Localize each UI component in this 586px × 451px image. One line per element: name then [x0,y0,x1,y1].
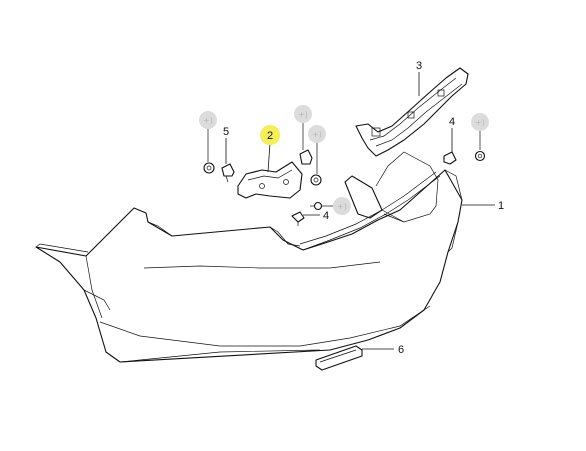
add-marker-text: +) [203,116,213,125]
add-marker-1[interactable]: +) [199,111,217,129]
add-marker-text: +) [337,202,347,211]
callout-1[interactable]: 1 [498,200,504,212]
add-marker-2[interactable]: +) [294,105,312,123]
fastener-4-lower[interactable] [291,211,305,226]
leader-line-2 [267,142,271,173]
retaining-clip-5[interactable] [221,163,235,183]
callout-2[interactable]: 2 [267,130,273,142]
bumper-support-bracket[interactable] [355,67,469,157]
add-marker-3[interactable]: +) [308,125,326,143]
callout-3[interactable]: 3 [416,60,422,72]
rear-reflector[interactable] [315,345,363,371]
callout-5[interactable]: 5 [223,126,229,138]
push-nut-right[interactable] [474,150,486,162]
callout-highlight [260,125,280,145]
push-nut-middle[interactable] [310,174,322,186]
rear-bumper-cover[interactable] [35,151,463,363]
callout-6[interactable]: 6 [398,344,404,356]
add-marker-text: +) [475,118,485,127]
callout-4-lower[interactable]: 4 [323,210,329,222]
add-marker-4[interactable]: +) [333,197,351,215]
side-bracket[interactable] [237,161,303,199]
add-marker-5[interactable]: +) [471,113,489,131]
add-marker-text: +) [312,130,322,139]
push-nut-left[interactable] [203,162,215,174]
clip-upper[interactable] [299,149,313,165]
callout-4-upper[interactable]: 4 [449,116,455,128]
add-marker-text: +) [298,110,308,119]
fastener-4-upper[interactable] [443,151,457,165]
screw-centre[interactable] [310,201,323,211]
